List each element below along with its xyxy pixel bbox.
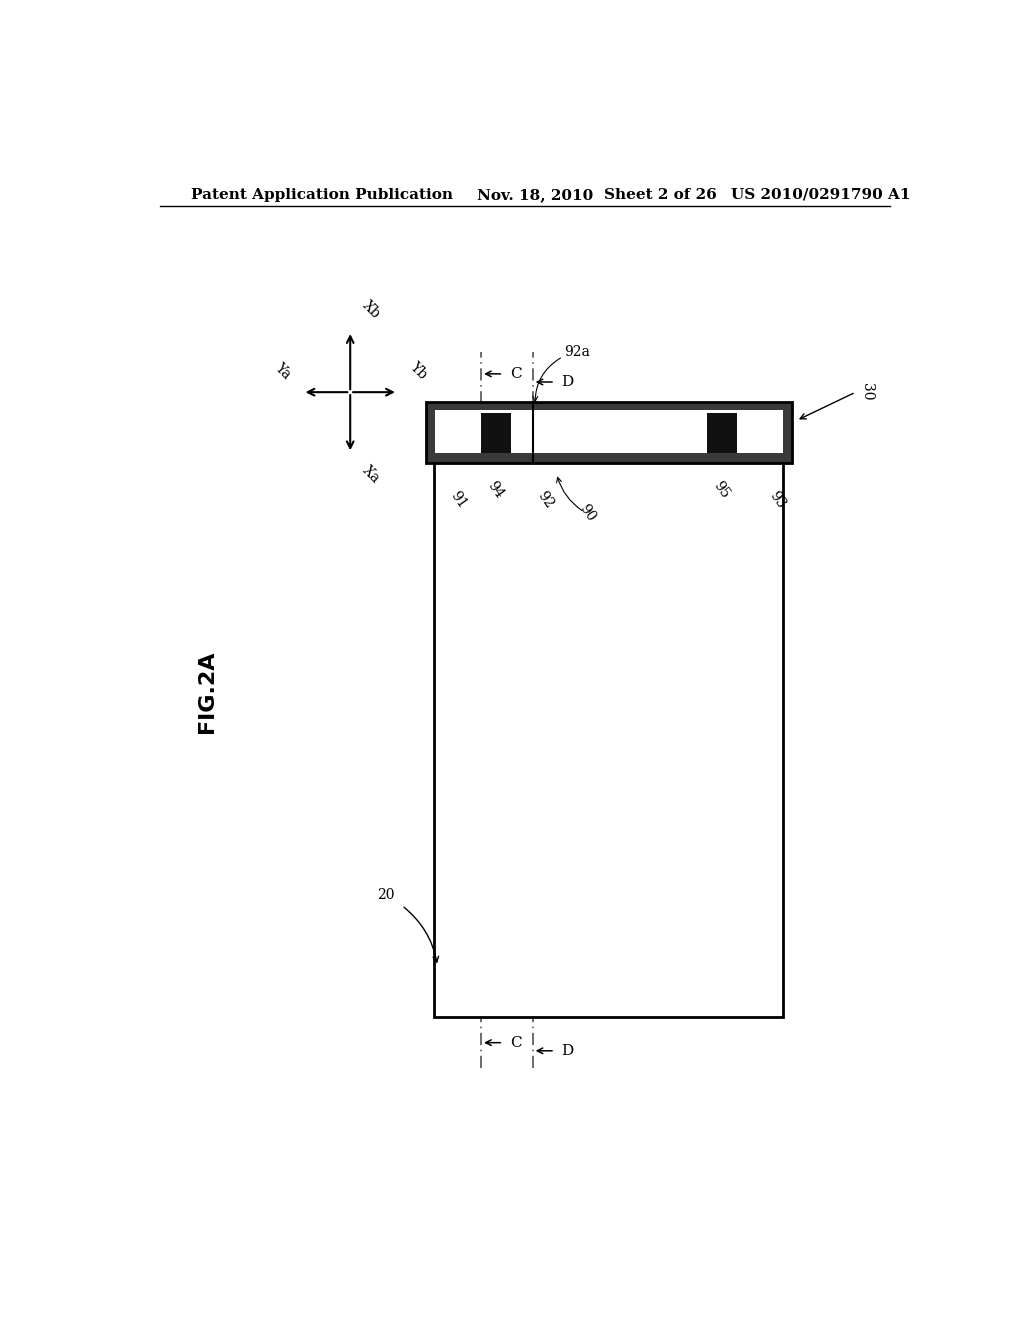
Text: 95: 95 — [711, 479, 732, 500]
Text: 20: 20 — [377, 888, 394, 903]
Text: Xb: Xb — [359, 298, 383, 321]
Bar — [426, 403, 793, 463]
Text: Patent Application Publication: Patent Application Publication — [191, 187, 454, 202]
Text: Yb: Yb — [408, 359, 430, 381]
Text: 92: 92 — [536, 488, 557, 511]
Text: 91: 91 — [447, 488, 469, 511]
Text: 94: 94 — [485, 479, 507, 502]
Text: 92a: 92a — [564, 345, 591, 359]
Bar — [433, 408, 782, 1018]
Text: Nov. 18, 2010: Nov. 18, 2010 — [477, 187, 594, 202]
Bar — [481, 413, 511, 453]
Text: Ya: Ya — [271, 360, 293, 381]
Text: C: C — [510, 1036, 521, 1049]
Text: D: D — [561, 1044, 573, 1057]
Text: Sheet 2 of 26: Sheet 2 of 26 — [604, 187, 717, 202]
Text: 93: 93 — [767, 488, 788, 511]
Text: 30: 30 — [860, 383, 873, 401]
Text: D: D — [561, 375, 573, 389]
Text: C: C — [510, 367, 521, 381]
Bar — [426, 403, 793, 463]
Text: US 2010/0291790 A1: US 2010/0291790 A1 — [731, 187, 910, 202]
Text: FIG.2A: FIG.2A — [198, 651, 217, 734]
Text: Xa: Xa — [359, 463, 383, 486]
Text: 90: 90 — [577, 502, 598, 524]
Bar — [435, 411, 782, 453]
Bar — [707, 413, 736, 453]
